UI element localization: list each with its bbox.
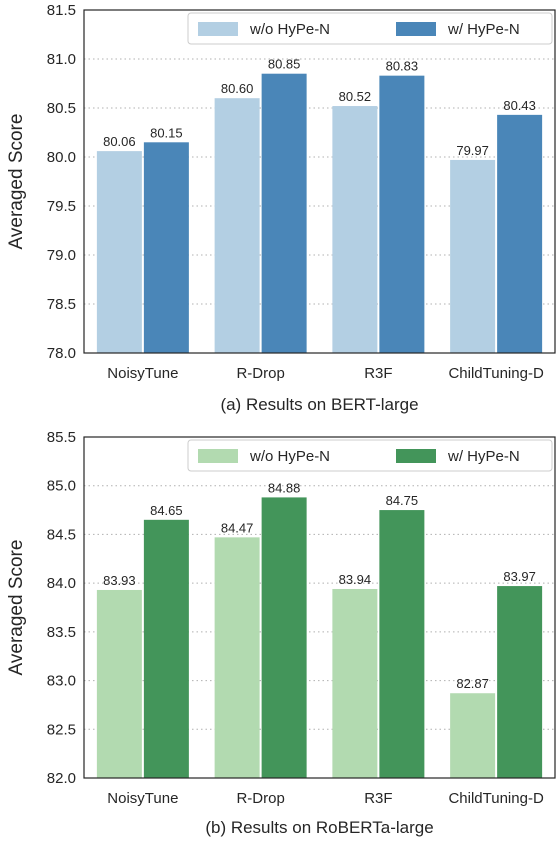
legend: w/o HyPe-N w/ HyPe-N	[187, 12, 553, 45]
legend-swatch-with-hype-n	[396, 22, 436, 36]
bar-without-hype-n	[332, 588, 378, 778]
y-tick-label: 84.0	[47, 575, 76, 592]
y-tick-label: 85.5	[47, 429, 76, 446]
bar-value-label: 83.93	[103, 573, 136, 588]
bar-with-hype-n	[261, 497, 307, 778]
legend-box	[187, 12, 553, 45]
bar-with-hype-n	[143, 519, 189, 778]
x-tick-label: ChildTuning-D	[448, 365, 543, 382]
legend-label: w/o HyPe-N	[249, 448, 330, 465]
bar-without-hype-n	[214, 98, 260, 353]
legend-swatch-with-hype-n	[396, 449, 436, 463]
bar-value-label: 80.15	[150, 125, 183, 140]
y-tick-label: 82.0	[47, 770, 76, 787]
x-tick-label: R-Drop	[236, 365, 284, 382]
chart-caption: (b) Results on RoBERTa-large	[205, 818, 433, 837]
bar-value-label: 84.65	[150, 503, 183, 518]
x-tick-label: R-Drop	[236, 790, 284, 807]
plot-frame	[83, 436, 556, 779]
y-axis-label: Averaged Score	[6, 540, 27, 676]
y-tick-label: 83.5	[47, 624, 76, 641]
bar-with-hype-n	[497, 114, 543, 353]
y-tick-label: 82.5	[47, 721, 76, 738]
bar-with-hype-n	[261, 73, 307, 353]
legend-label: w/o HyPe-N	[249, 21, 330, 38]
y-tick-label: 80.5	[47, 100, 76, 117]
plot-frame	[83, 9, 556, 354]
y-tick-label: 85.0	[47, 478, 76, 495]
y-tick-label: 80.0	[47, 149, 76, 166]
legend-label: w/ HyPe-N	[447, 448, 520, 465]
bar-value-label: 83.97	[503, 569, 536, 584]
bar-value-label: 80.52	[339, 89, 372, 104]
legend: w/o HyPe-N w/ HyPe-N	[187, 439, 553, 472]
y-tick-label: 78.0	[47, 345, 76, 362]
legend-swatch-without-hype-n	[198, 22, 238, 36]
legend-box	[187, 439, 553, 472]
bar-without-hype-n	[96, 589, 142, 778]
bar-with-hype-n	[379, 75, 425, 353]
bar-value-label: 84.88	[268, 480, 301, 495]
x-tick-label: R3F	[364, 365, 392, 382]
bar-without-hype-n	[332, 106, 378, 353]
bar-with-hype-n	[497, 586, 543, 778]
bar-without-hype-n	[96, 151, 142, 353]
chart-caption: (a) Results on BERT-large	[220, 395, 418, 414]
y-tick-label: 78.5	[47, 296, 76, 313]
y-tick-label: 81.5	[47, 2, 76, 19]
bar-without-hype-n	[214, 537, 260, 778]
bar-value-label: 83.94	[339, 572, 372, 587]
y-tick-label: 79.0	[47, 247, 76, 264]
bar-without-hype-n	[450, 693, 496, 778]
x-tick-label: R3F	[364, 790, 392, 807]
chart-panel-a: 78.0 78.5 79.0 79.5 80.0 80.5 81.0 81.5 80.06 80.…	[6, 2, 556, 414]
legend-label: w/ HyPe-N	[447, 21, 520, 38]
bar-value-label: 80.83	[386, 59, 419, 74]
bar-value-label: 84.75	[386, 493, 419, 508]
bar-value-label: 79.97	[456, 143, 489, 158]
x-tick-label: ChildTuning-D	[448, 790, 543, 807]
legend-swatch-without-hype-n	[198, 449, 238, 463]
bar-with-hype-n	[143, 142, 189, 353]
bar-value-label: 84.47	[221, 520, 254, 535]
bar-value-label: 80.06	[103, 134, 136, 149]
bar-without-hype-n	[450, 159, 496, 353]
x-tick-label: NoisyTune	[107, 790, 178, 807]
bar-with-hype-n	[379, 510, 425, 778]
bar-value-label: 80.85	[268, 57, 301, 72]
y-axis-label: Averaged Score	[6, 114, 27, 250]
x-tick-label: NoisyTune	[107, 365, 178, 382]
bar-value-label: 80.60	[221, 81, 254, 96]
bar-value-label: 82.87	[456, 676, 489, 691]
y-tick-label: 79.5	[47, 198, 76, 215]
y-tick-label: 81.0	[47, 51, 76, 68]
chart-panel-b: 82.0 82.5 83.0 83.5 84.0 84.5 85.0 85.5 83.93 84.…	[6, 429, 556, 837]
bar-value-label: 80.43	[503, 98, 536, 113]
y-tick-label: 83.0	[47, 673, 76, 690]
y-tick-label: 84.5	[47, 526, 76, 543]
